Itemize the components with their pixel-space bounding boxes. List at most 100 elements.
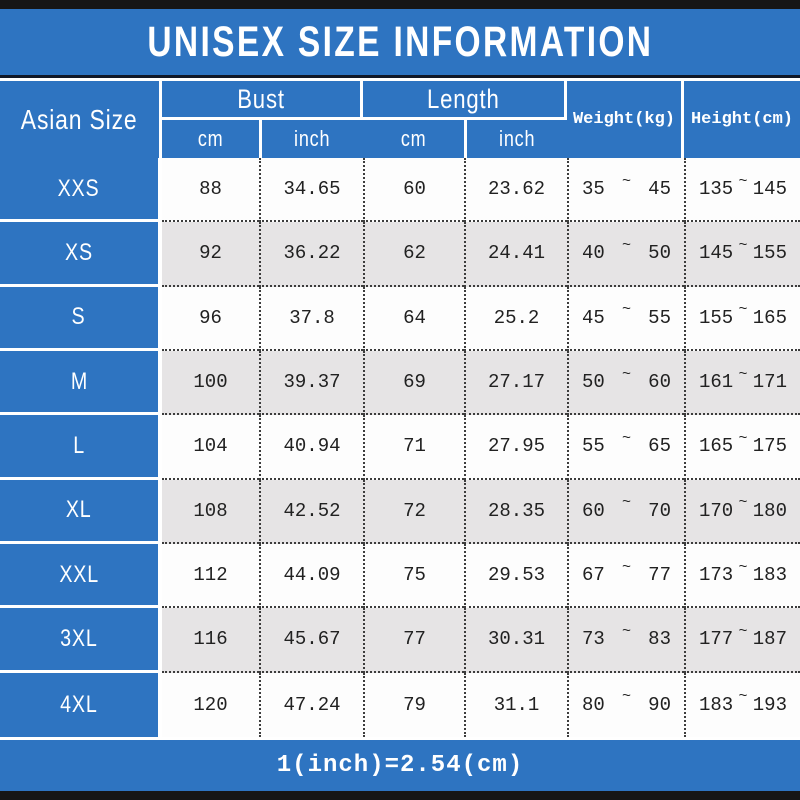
bust-inch-cell: 40.94	[259, 415, 363, 480]
table-row: S 96 37.8 64 25.2 45 ~ 55 155 ~ 165	[0, 286, 800, 351]
tilde-symbol: ~	[621, 365, 631, 383]
page-title: UNISEX SIZE INFORMATION	[146, 17, 653, 66]
title-separator-white	[0, 78, 800, 81]
bottom-border	[0, 791, 800, 800]
subheader-bust-cm: cm	[197, 126, 224, 151]
weight-range-cell: 55 ~ 65	[567, 415, 684, 480]
bust-cm-cell: 88	[162, 158, 259, 223]
bust-cm-cell: 100	[162, 350, 259, 416]
tilde-symbol: ~	[621, 622, 631, 640]
tilde-symbol: ~	[621, 688, 631, 706]
length-inch-cell: 30.31	[464, 608, 567, 673]
size-label-cell: XL	[0, 479, 162, 544]
column-header-asian-size: Asian Size	[0, 81, 162, 158]
table-row: XXL 112 44.09 75 29.53 67 ~ 77 173 ~ 183	[0, 543, 800, 609]
length-inch-cell: 31.1	[464, 672, 567, 737]
length-cm-cell: 72	[363, 479, 464, 544]
height-range-cell: 145 ~ 155	[684, 222, 800, 287]
length-inch-cell: 25.2	[464, 286, 567, 351]
weight-range-cell: 67 ~ 77	[567, 543, 684, 609]
length-inch-cell: 27.17	[464, 350, 567, 416]
height-range-cell: 173 ~ 183	[684, 543, 800, 609]
size-label-cell: S	[0, 286, 162, 351]
bust-cm-cell: 112	[162, 543, 259, 609]
size-label-cell: 3XL	[0, 608, 162, 673]
table-row: XL 108 42.52 72 28.35 60 ~ 70 170 ~ 180	[0, 479, 800, 544]
table-body: XXS 88 34.65 60 23.62 35 ~ 45 135 ~ 145 …	[0, 158, 800, 737]
weight-range-cell: 50 ~ 60	[567, 350, 684, 416]
size-label-cell: XXS	[0, 158, 162, 223]
length-inch-cell: 27.95	[464, 415, 567, 480]
weight-range-cell: 35 ~ 45	[567, 158, 684, 223]
title-bar: UNISEX SIZE INFORMATION	[0, 9, 800, 75]
bust-cm-cell: 108	[162, 479, 259, 544]
tilde-symbol: ~	[738, 301, 748, 319]
bust-inch-cell: 36.22	[259, 222, 363, 287]
bust-cm-cell: 120	[162, 672, 259, 737]
bust-inch-cell: 47.24	[259, 672, 363, 737]
size-label-cell: M	[0, 350, 162, 416]
table-header: Asian Size Bust Length Weight(kg) Height…	[0, 81, 800, 158]
height-range-cell: 177 ~ 187	[684, 608, 800, 673]
bust-inch-cell: 45.67	[259, 608, 363, 673]
column-group-length: Length	[363, 81, 567, 120]
conversion-note: 1(inch)=2.54(cm)	[276, 752, 524, 779]
table-row: XS 92 36.22 62 24.41 40 ~ 50 145 ~ 155	[0, 222, 800, 287]
tilde-symbol: ~	[621, 558, 631, 576]
size-label-cell: XXL	[0, 543, 162, 609]
footer-bar: 1(inch)=2.54(cm)	[0, 740, 800, 791]
height-range-cell: 161 ~ 171	[684, 350, 800, 416]
subheader-length-cm: cm	[400, 126, 427, 151]
weight-range-cell: 45 ~ 55	[567, 286, 684, 351]
length-cm-cell: 71	[363, 415, 464, 480]
column-group-bust: Bust	[162, 81, 363, 120]
length-inch-cell: 28.35	[464, 479, 567, 544]
height-range-cell: 170 ~ 180	[684, 479, 800, 544]
tilde-symbol: ~	[738, 558, 748, 576]
column-header-height: Height(cm)	[690, 110, 794, 129]
table-row: XXS 88 34.65 60 23.62 35 ~ 45 135 ~ 145	[0, 158, 800, 223]
length-cm-cell: 75	[363, 543, 464, 609]
bust-cm-cell: 92	[162, 222, 259, 287]
size-label-cell: L	[0, 415, 162, 480]
size-label-cell: XS	[0, 222, 162, 287]
tilde-symbol: ~	[621, 494, 631, 512]
weight-range-cell: 73 ~ 83	[567, 608, 684, 673]
table-row: L 104 40.94 71 27.95 55 ~ 65 165 ~ 175	[0, 415, 800, 480]
bust-inch-cell: 37.8	[259, 286, 363, 351]
top-border	[0, 0, 800, 9]
bust-inch-cell: 42.52	[259, 479, 363, 544]
tilde-symbol: ~	[738, 494, 748, 512]
length-inch-cell: 29.53	[464, 543, 567, 609]
length-cm-cell: 62	[363, 222, 464, 287]
length-inch-cell: 24.41	[464, 222, 567, 287]
tilde-symbol: ~	[621, 301, 631, 319]
height-range-cell: 155 ~ 165	[684, 286, 800, 351]
weight-range-cell: 60 ~ 70	[567, 479, 684, 544]
table-row: M 100 39.37 69 27.17 50 ~ 60 161 ~ 171	[0, 350, 800, 416]
weight-range-cell: 80 ~ 90	[567, 672, 684, 737]
height-range-cell: 183 ~ 193	[684, 672, 800, 737]
bust-cm-cell: 96	[162, 286, 259, 351]
tilde-symbol: ~	[621, 236, 631, 254]
bust-cm-cell: 104	[162, 415, 259, 480]
tilde-symbol: ~	[621, 172, 631, 190]
bust-inch-cell: 39.37	[259, 350, 363, 416]
subheader-length-inch: inch	[464, 120, 567, 158]
tilde-symbol: ~	[738, 429, 748, 447]
tilde-symbol: ~	[738, 236, 748, 254]
column-header-weight: Weight(kg)	[567, 81, 684, 158]
tilde-symbol: ~	[738, 365, 748, 383]
height-range-cell: 135 ~ 145	[684, 158, 800, 223]
bust-cm-cell: 116	[162, 608, 259, 673]
length-cm-cell: 64	[363, 286, 464, 351]
tilde-symbol: ~	[738, 688, 748, 706]
length-cm-cell: 60	[363, 158, 464, 223]
length-cm-cell: 79	[363, 672, 464, 737]
bust-inch-cell: 34.65	[259, 158, 363, 223]
height-range-cell: 165 ~ 175	[684, 415, 800, 480]
footer-separator	[0, 737, 800, 740]
length-inch-cell: 23.62	[464, 158, 567, 223]
tilde-symbol: ~	[738, 622, 748, 640]
